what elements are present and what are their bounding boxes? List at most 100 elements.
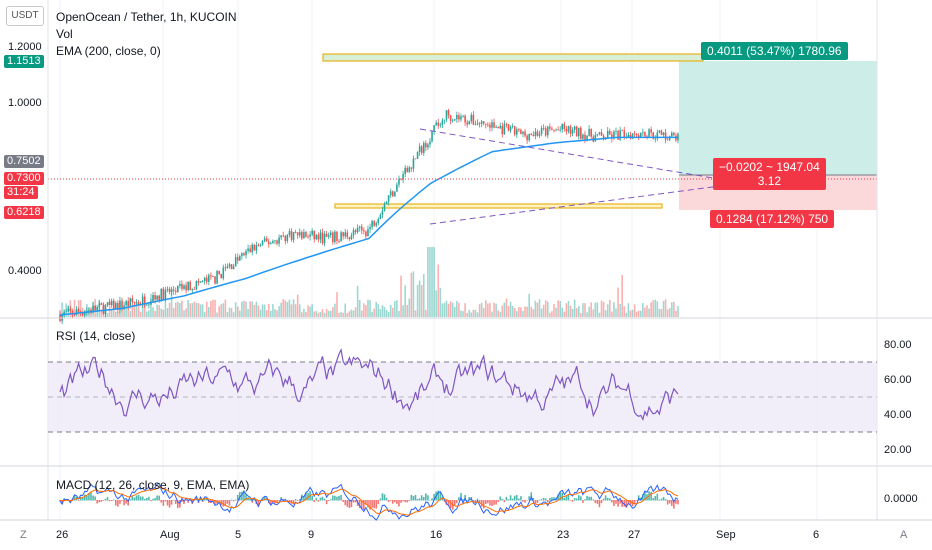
- macd-histogram-bar: [582, 500, 584, 503]
- macd-histogram-bar: [276, 500, 278, 504]
- candle-body: [195, 280, 198, 290]
- symbol-title[interactable]: OpenOcean / Tether, 1h, KUCOIN: [56, 10, 237, 24]
- macd-histogram-bar: [232, 500, 235, 502]
- stop-label[interactable]: 0.1284 (17.12%) 750: [710, 210, 835, 228]
- volume-bar: [604, 310, 607, 317]
- volume-bar: [367, 299, 369, 317]
- macd-histogram-bar: [478, 500, 481, 504]
- volume-bar: [433, 247, 435, 317]
- candle-body: [152, 295, 154, 302]
- macd-histogram-bar: [369, 500, 371, 510]
- macd-histogram-bar: [466, 499, 468, 501]
- auto-scale-button[interactable]: A: [900, 529, 908, 541]
- candle-body: [379, 214, 382, 220]
- volume-bar: [646, 305, 648, 317]
- macd-histogram-bar: [536, 500, 539, 504]
- candle-body: [255, 245, 258, 251]
- macd-histogram-bar: [549, 497, 551, 501]
- volume-bar: [79, 300, 82, 317]
- macd-histogram-bar: [476, 498, 479, 501]
- macd-histogram-bar: [528, 496, 530, 501]
- macd-histogram-bar: [615, 500, 617, 504]
- volume-legend[interactable]: Vol: [56, 27, 73, 41]
- macd-histogram-bar: [323, 498, 326, 501]
- candle-body: [247, 248, 249, 251]
- candle-body: [222, 267, 225, 279]
- macd-histogram-bar: [100, 500, 103, 502]
- time-tick-23: 23: [557, 529, 569, 541]
- candle-body: [154, 295, 156, 300]
- macd-histogram-bar: [354, 500, 357, 503]
- volume-bar: [509, 301, 512, 317]
- candle-body: [84, 312, 86, 316]
- macd-histogram-bar: [257, 500, 260, 507]
- macd-histogram-bar: [150, 500, 152, 502]
- macd-histogram-bar: [108, 500, 111, 502]
- volume-bar: [131, 306, 134, 317]
- candle-body: [493, 122, 495, 128]
- candle-body: [491, 122, 493, 128]
- macd-histogram-bar: [334, 495, 336, 501]
- macd-histogram-bar: [230, 499, 233, 501]
- candle-body: [201, 281, 204, 282]
- volume-bar: [135, 302, 138, 317]
- volume-bar: [658, 308, 661, 317]
- volume-bar: [143, 302, 146, 317]
- macd-histogram-bar: [633, 500, 636, 505]
- volume-bar: [292, 299, 295, 317]
- volume-bar: [346, 312, 349, 317]
- volume-bar: [338, 312, 340, 317]
- candle-body: [439, 124, 442, 126]
- candle-body: [323, 233, 326, 244]
- candle-body: [365, 231, 367, 237]
- rsi-legend[interactable]: RSI (14, close): [56, 329, 136, 343]
- volume-bar: [160, 308, 163, 317]
- macd-histogram-bar: [553, 497, 555, 501]
- macd-legend[interactable]: MACD (12, 26, close, 9, EMA, EMA): [56, 478, 250, 492]
- candle-body: [420, 146, 423, 154]
- candle-body: [431, 131, 433, 142]
- volume-bar: [551, 311, 553, 317]
- candle-body: [644, 132, 646, 137]
- candle-body: [443, 119, 446, 121]
- macd-histogram-bar: [358, 500, 361, 508]
- volume-bar: [205, 301, 208, 317]
- volume-bar: [381, 305, 384, 317]
- grid-lines: [59, 0, 818, 520]
- candle-body: [354, 230, 357, 233]
- volume-bar: [152, 307, 154, 317]
- volume-bar: [220, 304, 223, 317]
- candle-body: [480, 121, 483, 124]
- position-center-label[interactable]: −0.0202 ~ 1947.04 3.12: [713, 158, 826, 190]
- volume-bar: [123, 308, 125, 317]
- macd-histogram-bar: [313, 500, 316, 502]
- macd-histogram-bar: [400, 500, 402, 503]
- volume-bar: [272, 304, 274, 317]
- macd-histogram-bar: [166, 500, 169, 506]
- zoom-button[interactable]: Z: [20, 529, 27, 541]
- volume-bar: [236, 306, 239, 317]
- volume-bar: [350, 309, 353, 317]
- candle-body: [67, 308, 70, 312]
- macd-histogram-bar: [513, 495, 516, 501]
- macd-histogram-bar: [402, 500, 404, 502]
- macd-histogram-bar: [458, 497, 460, 501]
- candle-body: [125, 301, 127, 306]
- macd-histogram-bar: [247, 497, 249, 501]
- macd-histogram-bar: [228, 500, 231, 506]
- currency-unit-button[interactable]: USDT: [6, 6, 44, 26]
- candle-body: [115, 303, 117, 310]
- macd-histogram-bar: [447, 500, 450, 506]
- volume-bar: [334, 303, 336, 317]
- candle-body: [509, 126, 512, 131]
- volume-bar: [617, 287, 619, 317]
- macd-histogram-bar: [637, 495, 640, 501]
- target-label[interactable]: 0.4011 (53.47%) 1780.96: [701, 42, 848, 60]
- ema-legend[interactable]: EMA (200, close, 0): [56, 44, 161, 58]
- macd-histogram-bar: [146, 498, 148, 501]
- candle-body: [338, 240, 340, 242]
- candle-body: [495, 126, 497, 128]
- macd-histogram-bar: [520, 496, 522, 501]
- candle-body: [92, 305, 94, 313]
